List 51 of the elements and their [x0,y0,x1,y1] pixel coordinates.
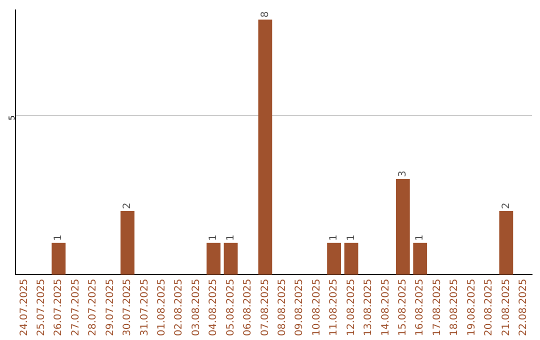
bar [120,210,134,275]
bar [499,210,514,275]
data-label: 3 [397,170,408,178]
x-tick-label: 16.08.2025 [414,278,426,336]
x-tick-label: 10.08.2025 [311,278,322,336]
x-tick-label: 31.07.2025 [139,278,150,336]
data-label: 1 [225,234,236,241]
x-tick-label: 19.08.2025 [466,278,478,336]
bar [396,179,410,275]
data-label: 1 [208,234,220,241]
x-tick-label: 28.07.2025 [88,278,99,336]
data-label: 2 [122,202,134,209]
data-label: 1 [328,234,340,241]
x-tick-label: 22.08.2025 [518,278,529,336]
x-tick-label: 04.08.2025 [208,278,220,336]
x-tick-label: 13.08.2025 [363,278,374,336]
data-label: 1 [53,234,64,241]
bar [224,242,238,275]
x-tick-label: 03.08.2025 [190,278,202,336]
y-tick-label: 5 [8,115,17,120]
data-label: 1 [414,234,426,241]
bar [52,242,66,275]
x-tick-label: 11.08.2025 [328,278,340,336]
bar [344,242,358,275]
data-label: 8 [260,11,271,18]
x-tick-label: 26.07.2025 [53,278,64,336]
x-tick-label: 09.08.2025 [294,278,306,336]
x-tick-label: 08.08.2025 [277,278,288,336]
bar [206,242,221,275]
x-tick-label: 15.08.2025 [397,278,408,336]
x-tick-label: 12.08.2025 [346,278,357,336]
bar [413,242,428,275]
x-tick-label: 25.07.2025 [36,278,48,336]
x-tick-label: 30.07.2025 [122,278,134,336]
x-tick-label: 05.08.2025 [225,278,236,336]
x-tick-label: 18.08.2025 [449,278,460,336]
x-tick-label: 27.07.2025 [70,278,82,336]
bar [258,20,272,275]
data-label: 1 [346,234,357,241]
bar [327,242,341,275]
x-tick-label: 07.08.2025 [260,278,271,336]
x-tick-label: 01.08.2025 [156,278,168,336]
x-tick-label: 29.07.2025 [104,278,116,336]
x-tick-label: 17.08.2025 [432,278,443,336]
x-tick-label: 20.08.2025 [484,278,495,336]
x-tick-label: 06.08.2025 [242,278,254,336]
x-tick-label: 14.08.2025 [380,278,392,336]
data-label: 2 [500,202,512,209]
x-tick-label: 24.07.2025 [18,278,30,336]
x-tick-label: 21.08.2025 [500,278,512,336]
x-tick-label: 02.08.2025 [174,278,185,336]
